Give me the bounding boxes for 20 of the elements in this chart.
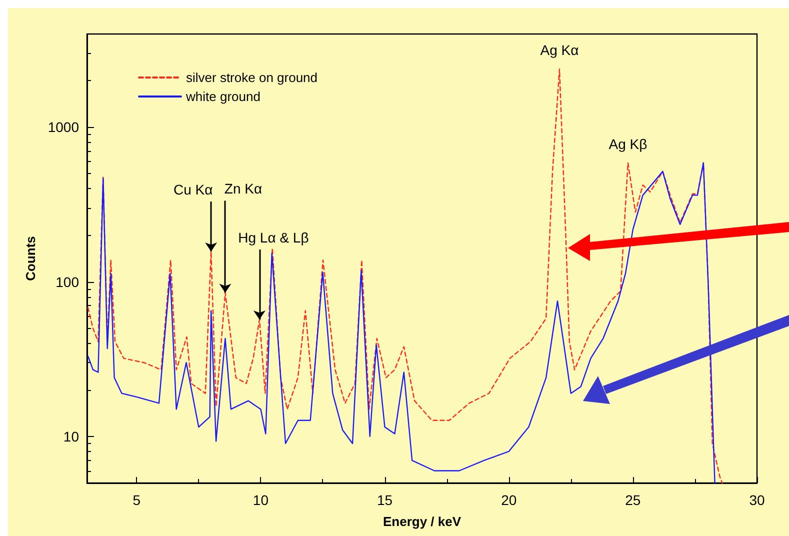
y-tick-label: 10 (63, 428, 80, 444)
line-series (87, 162, 716, 484)
legend-label: silver stroke on ground (186, 70, 318, 85)
x-tick-label: 30 (749, 492, 765, 508)
x-tick-label: 15 (376, 492, 393, 508)
x-tick-label: 20 (501, 492, 517, 508)
annotation: Ag Kβ (608, 136, 648, 152)
annotation: Hg Lα & Lβ (238, 230, 309, 246)
legend-label: white ground (185, 89, 260, 104)
y-tick-label: 1000 (48, 119, 80, 136)
x-tick-label: 25 (625, 492, 641, 508)
annotation: Zn Kα (224, 180, 262, 197)
y-axis-title: Counts (22, 236, 38, 281)
line-series (87, 68, 723, 484)
annotation: Ag Kα (540, 42, 579, 58)
x-tick-label: 5 (132, 492, 141, 508)
x-axis-title: Energy / keV (382, 514, 462, 529)
annotation: Cu Kα (173, 181, 213, 198)
y-tick-label: 100 (56, 274, 80, 290)
x-tick-label: 10 (252, 492, 269, 508)
